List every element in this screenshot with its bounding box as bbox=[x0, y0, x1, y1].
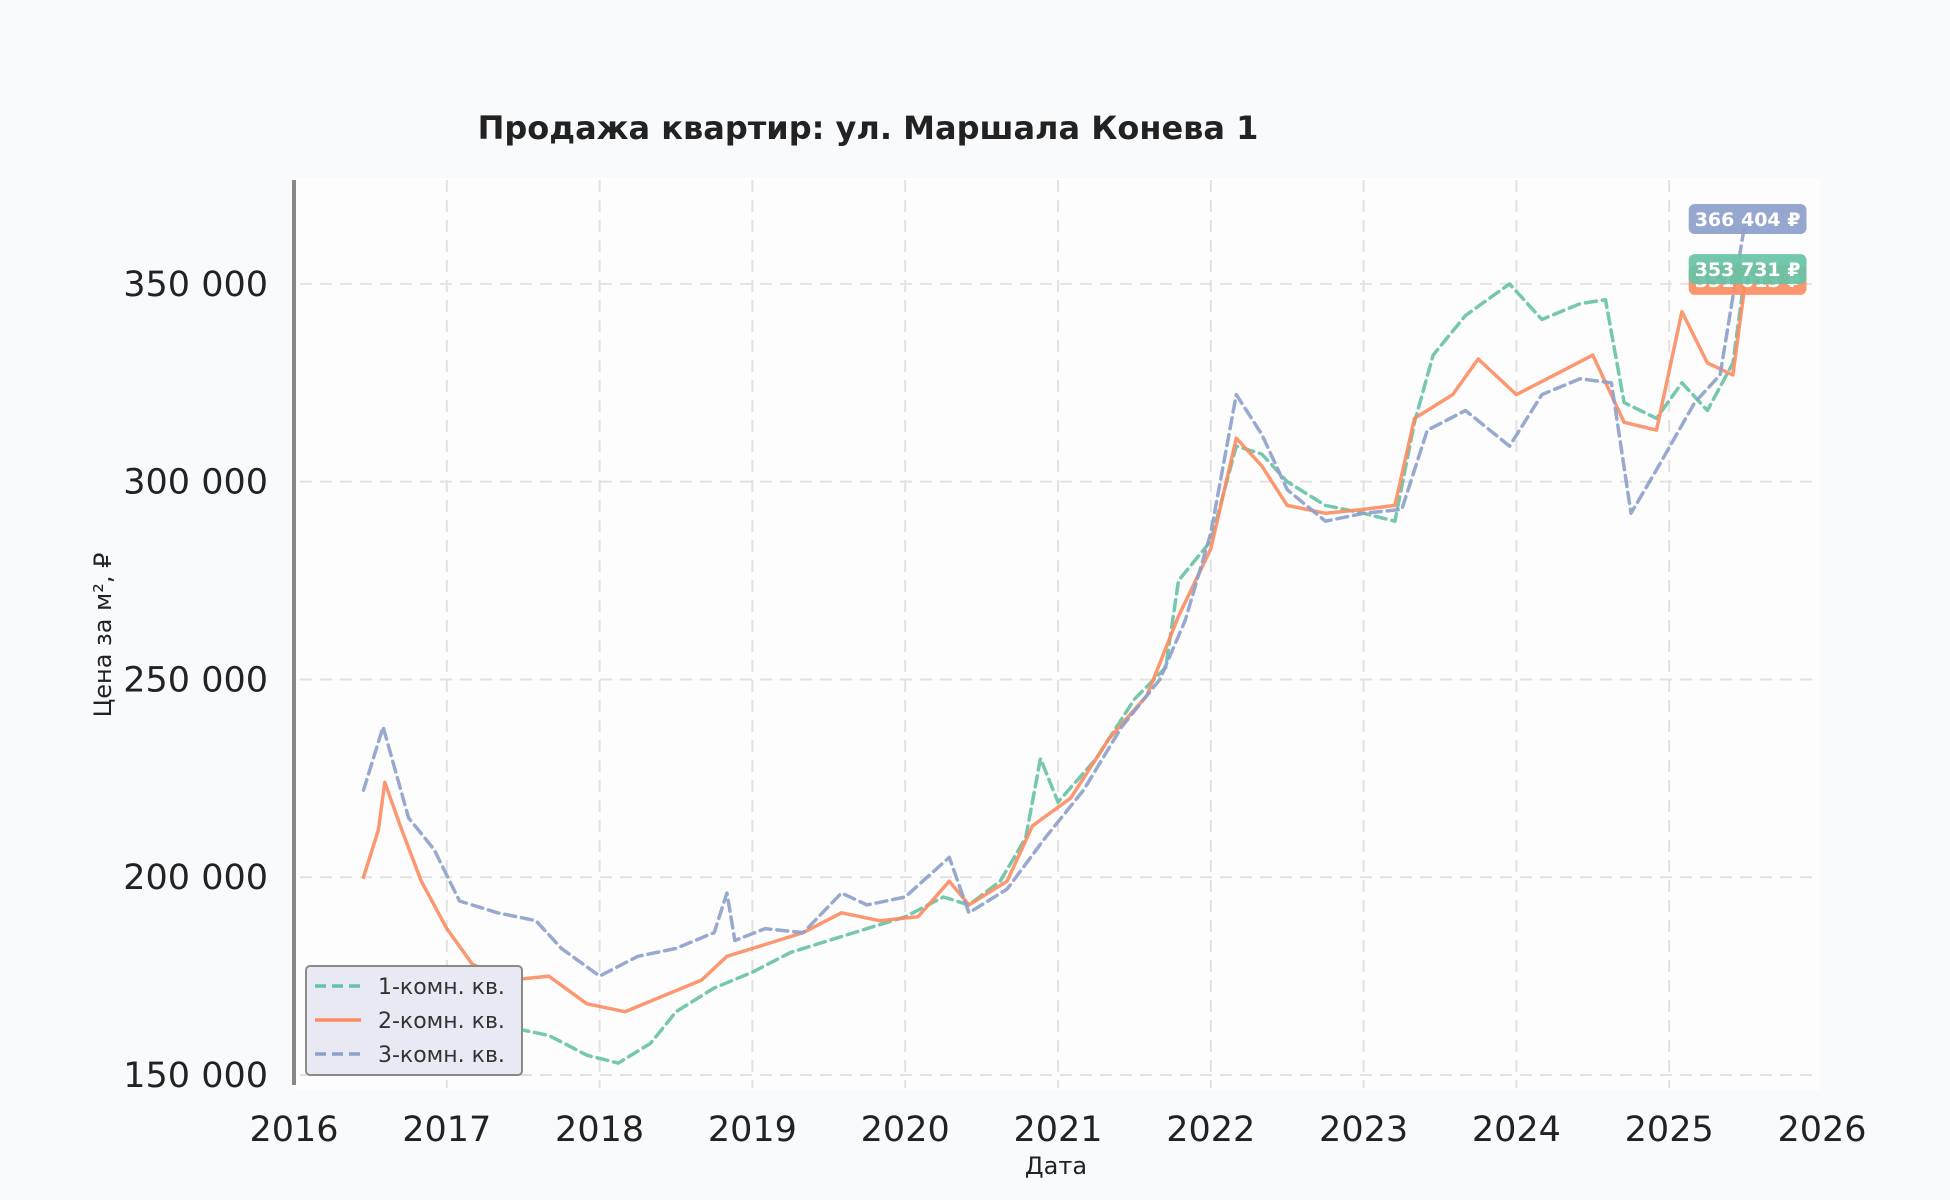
legend-label-3: 3-комн. кв. bbox=[378, 1043, 505, 1068]
x-tick-label: 2024 bbox=[1472, 1110, 1561, 1150]
series-layer bbox=[361, 217, 1748, 1065]
y-tick-labels: 150 000 200 000 250 000 300 000 350 000 bbox=[123, 265, 268, 1096]
x-tick-label: 2026 bbox=[1777, 1110, 1866, 1150]
legend: 1-комн. кв. 2-комн. кв. 3-комн. кв. bbox=[305, 965, 523, 1076]
series-line-3 bbox=[361, 217, 1748, 978]
plot-background bbox=[294, 178, 1820, 1090]
series-line-2 bbox=[361, 278, 1748, 1014]
grid bbox=[300, 180, 1818, 1088]
end-label-text: 366 404 ₽ bbox=[1695, 209, 1801, 231]
x-tick-label: 2023 bbox=[1319, 1110, 1408, 1150]
end-labels: 351 013 ₽366 404 ₽353 731 ₽ bbox=[1688, 204, 1807, 295]
end-label-box bbox=[1688, 254, 1807, 285]
x-tick-label: 2016 bbox=[249, 1110, 338, 1150]
end-label-1: 353 731 ₽ bbox=[1688, 254, 1807, 285]
legend-label-2: 2-комн. кв. bbox=[378, 1009, 505, 1034]
x-tick-label: 2025 bbox=[1625, 1110, 1714, 1150]
end-label-box bbox=[1688, 204, 1807, 235]
x-tick-label: 2018 bbox=[555, 1110, 644, 1150]
x-tick-label: 2020 bbox=[861, 1110, 950, 1150]
x-axis-label: Дата bbox=[1025, 1152, 1087, 1180]
end-label-3: 366 404 ₽ bbox=[1688, 204, 1807, 235]
y-tick-label: 200 000 bbox=[123, 858, 268, 898]
end-label-text: 353 731 ₽ bbox=[1695, 259, 1801, 281]
y-tick-label: 350 000 bbox=[123, 265, 268, 305]
legend-box bbox=[305, 965, 523, 1076]
legend-label-1: 1-комн. кв. bbox=[378, 975, 505, 1000]
x-tick-label: 2021 bbox=[1013, 1110, 1102, 1150]
y-tick-label: 300 000 bbox=[123, 463, 268, 503]
x-tick-label: 2019 bbox=[708, 1110, 797, 1150]
x-tick-label: 2022 bbox=[1166, 1110, 1255, 1150]
y-axis-label: Цена за м², ₽ bbox=[89, 553, 117, 718]
x-tick-label: 2017 bbox=[402, 1110, 491, 1150]
y-tick-label: 150 000 bbox=[123, 1056, 268, 1096]
chart-title: Продажа квартир: ул. Маршала Конева 1 bbox=[478, 109, 1259, 147]
x-tick-labels: 2016 2017 2018 2019 2020 2021 2022 2023 2024 2025… bbox=[249, 1110, 1866, 1150]
y-tick-label: 250 000 bbox=[123, 660, 268, 700]
